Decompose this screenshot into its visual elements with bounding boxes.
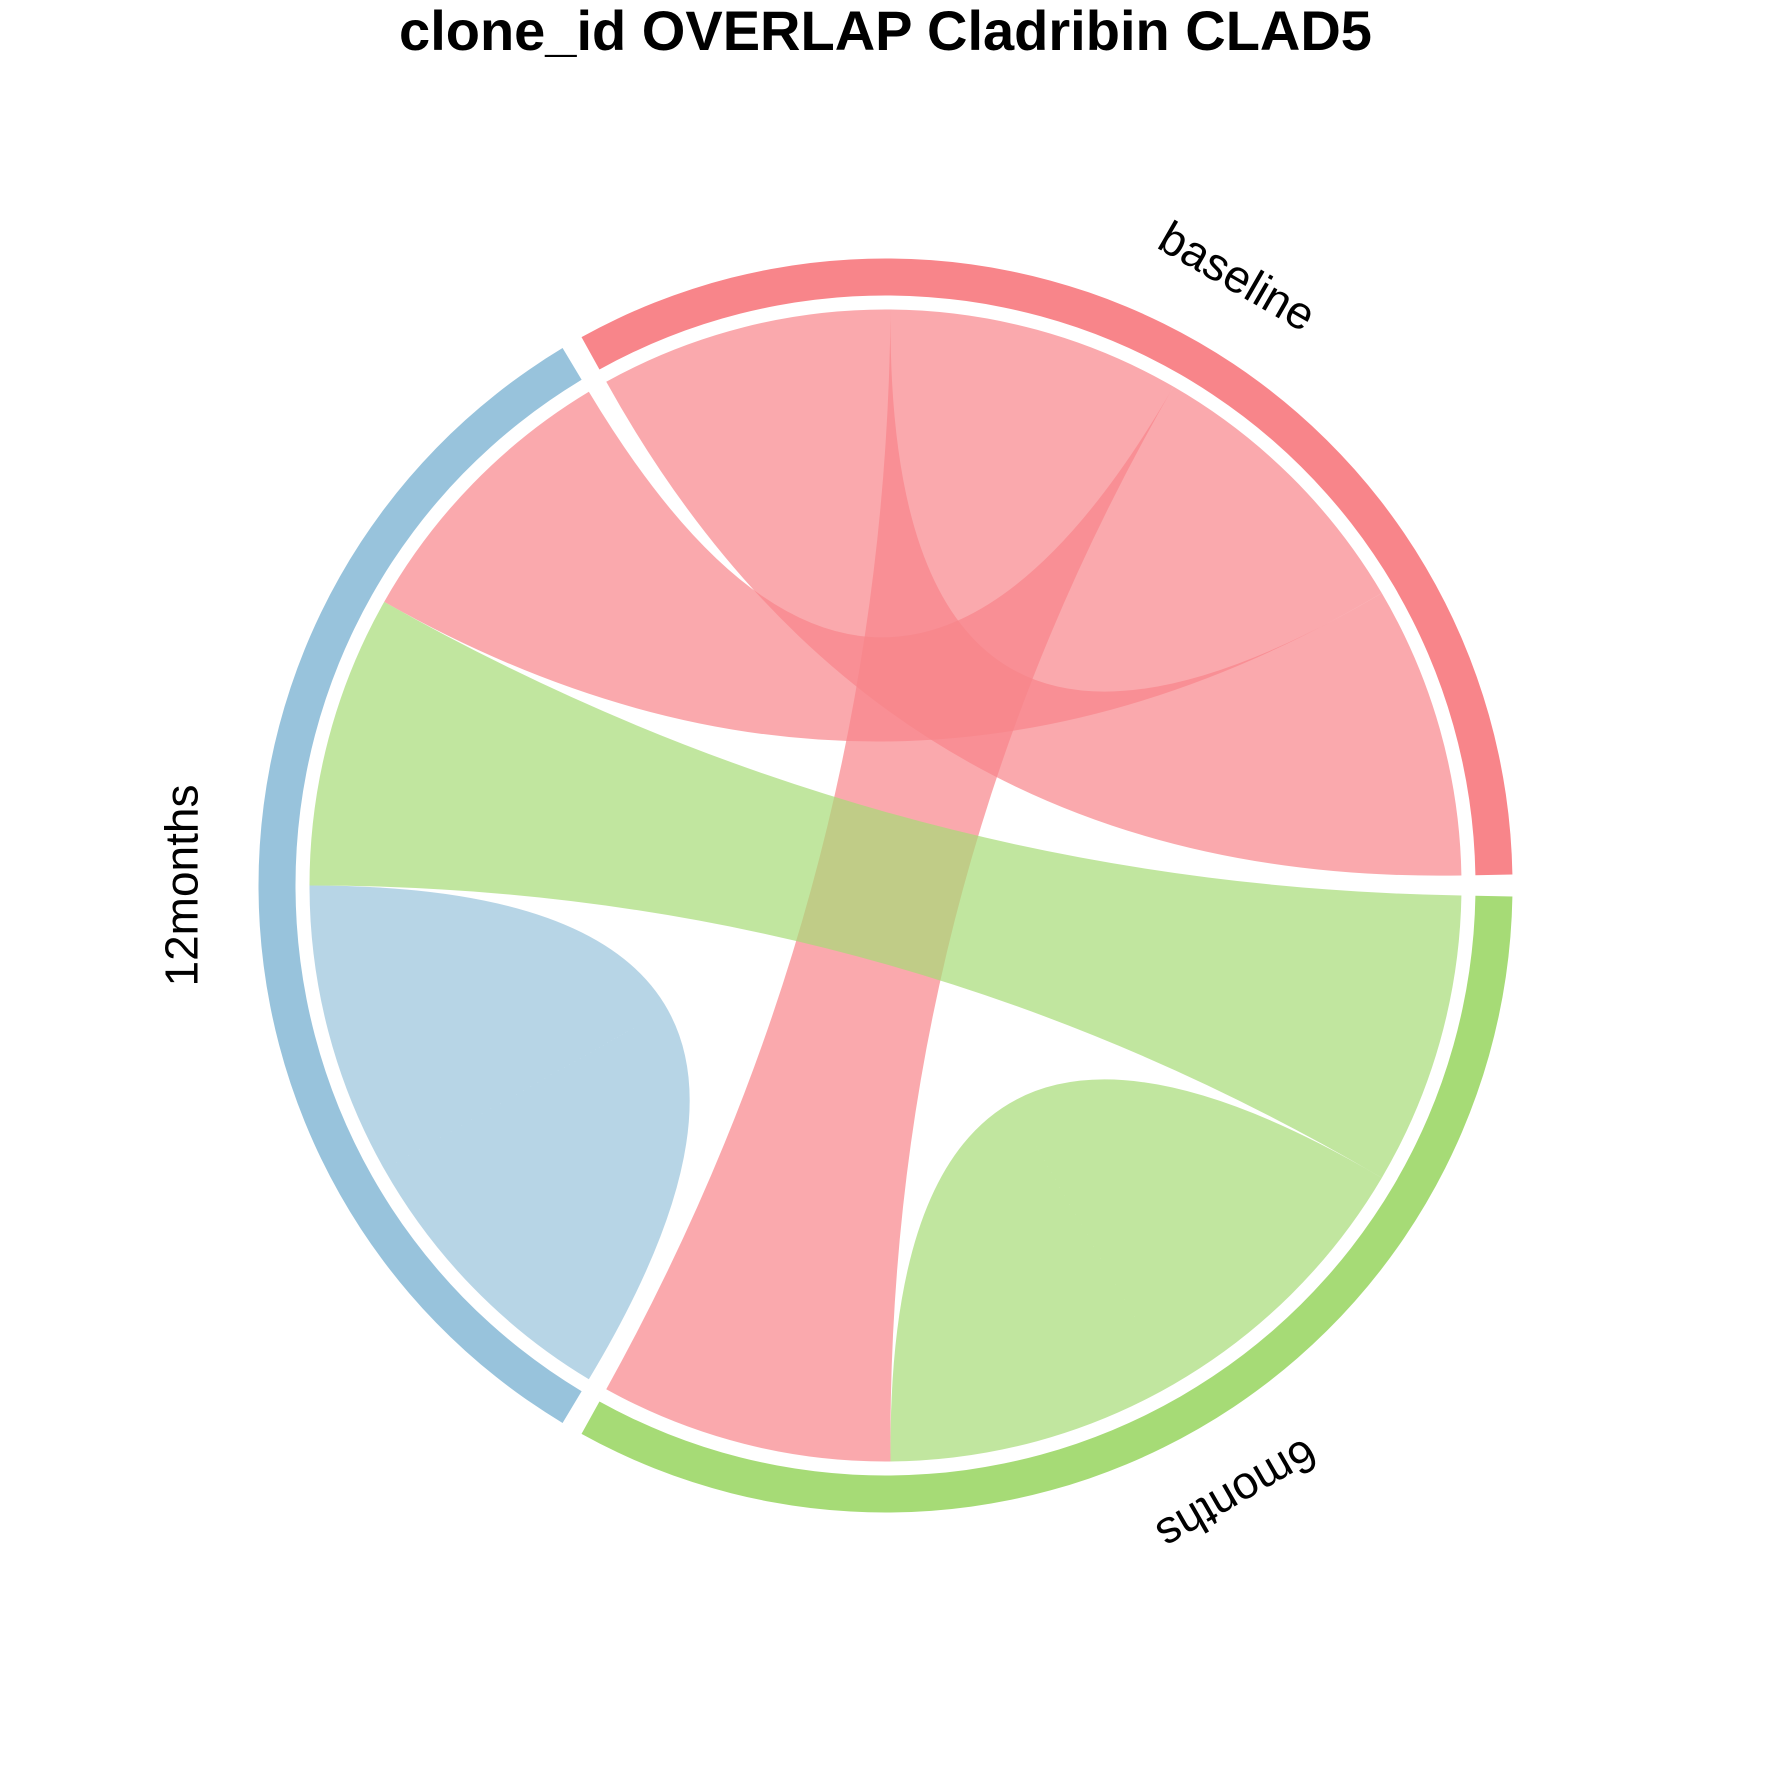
link-baseline-12months bbox=[384, 386, 1382, 742]
sector-baseline bbox=[581, 258, 1513, 876]
link-6months-6months bbox=[890, 1079, 1382, 1462]
chart-title: clone_id OVERLAP Cladribin CLAD5 bbox=[399, 0, 1372, 62]
sector-12months bbox=[258, 348, 582, 1423]
sector-6months bbox=[581, 895, 1513, 1513]
link-baseline-baseline bbox=[606, 309, 1462, 876]
sectors-layer bbox=[258, 258, 1513, 1513]
link-12months-12months bbox=[309, 885, 690, 1380]
sector-label-baseline: baseline bbox=[1150, 211, 1324, 342]
link-6months-12months bbox=[309, 601, 1462, 1178]
links-layer bbox=[309, 309, 1462, 1462]
sector-label-12months: 12months bbox=[156, 784, 208, 986]
sector-label-6months: 6months bbox=[1148, 1428, 1327, 1561]
